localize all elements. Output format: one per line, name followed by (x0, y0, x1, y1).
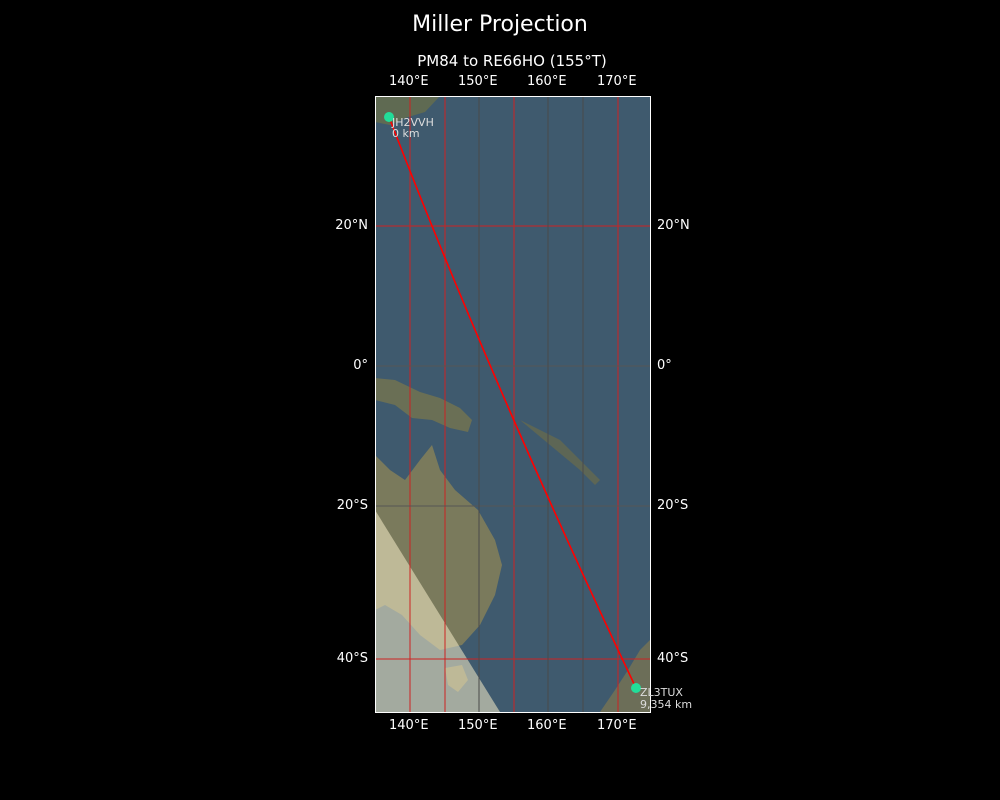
land-islands (520, 420, 600, 485)
lat-tick-right: 40°S (657, 651, 689, 666)
start-distance: 0 km (392, 127, 420, 140)
end-callsign: ZL3TUX (640, 686, 683, 699)
great-circle-route (388, 116, 637, 689)
lon-tick-bottom: 170°E (597, 718, 637, 733)
start-marker[interactable] (384, 112, 394, 122)
daylight-region (375, 510, 500, 712)
lat-tick-right: 20°S (657, 498, 689, 513)
map-subtitle: PM84 to RE66HO (155°T) (417, 52, 607, 70)
lat-tick-left: 0° (353, 358, 368, 373)
figure-title: Miller Projection (412, 12, 588, 37)
lat-tick-right: 0° (657, 358, 672, 373)
lat-tick-left: 20°S (336, 498, 368, 513)
lon-tick-bottom: 160°E (527, 718, 567, 733)
lat-tick-left: 40°S (336, 651, 368, 666)
graticule (375, 96, 650, 712)
lat-tick-right: 20°N (657, 218, 690, 233)
lon-tick-top: 150°E (458, 74, 498, 89)
lon-tick-top: 170°E (597, 74, 637, 89)
land-new-zealand (600, 640, 650, 712)
graticule-minor (478, 96, 584, 712)
end-distance: 9,354 km (640, 698, 693, 711)
lon-tick-top: 140°E (389, 74, 429, 89)
lon-tick-top: 160°E (527, 74, 567, 89)
land-new-guinea (375, 378, 472, 432)
map-frame (375, 96, 651, 713)
end-marker[interactable] (631, 683, 641, 693)
lat-tick-left: 20°N (335, 218, 368, 233)
lon-tick-bottom: 140°E (389, 718, 429, 733)
start-callsign: JH2VVH (392, 116, 434, 129)
lon-tick-bottom: 150°E (458, 718, 498, 733)
